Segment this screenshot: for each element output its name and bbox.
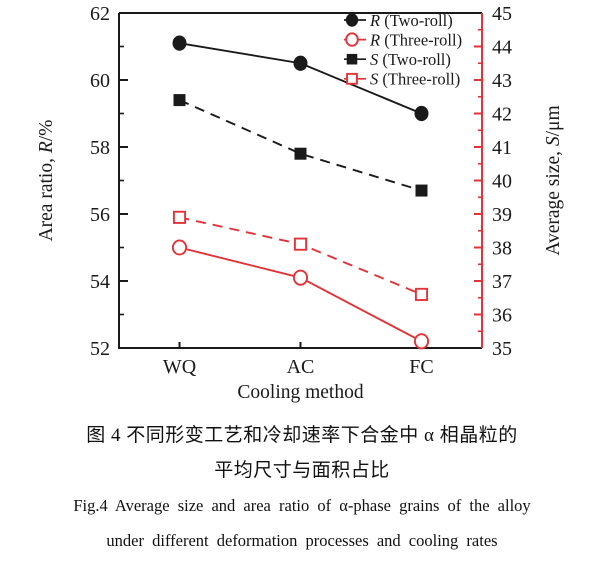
x-axis-title: Cooling method <box>237 382 363 403</box>
right-axis-tick-label: 38 <box>492 238 512 260</box>
caption-zh-line1: 图 4 不同形变工艺和冷却速率下合金中 α 相晶粒的 <box>86 425 518 446</box>
caption-en-line2: under different deformation processes an… <box>106 531 498 550</box>
legend-marker <box>346 72 358 85</box>
series-marker <box>293 55 308 71</box>
legend-label: S (Two-roll) <box>370 50 451 69</box>
right-axis-tick-label: 35 <box>492 338 512 360</box>
series-marker <box>173 94 186 107</box>
plot-frame <box>118 12 482 349</box>
series-marker <box>293 237 308 251</box>
left-axis-tick-label: 58 <box>90 137 110 159</box>
right-axis-tick-label: 40 <box>492 171 512 193</box>
right-axis-tick-label: 36 <box>492 305 512 327</box>
series-marker <box>171 239 188 256</box>
series-marker <box>172 35 187 51</box>
legend-marker <box>345 32 359 47</box>
right-axis-tick-label: 39 <box>492 204 512 226</box>
legend-marker <box>346 53 358 65</box>
series-marker <box>414 105 429 122</box>
right-axis-tick-label: 37 <box>492 271 512 293</box>
right-axis-tick-label: 44 <box>492 37 512 59</box>
right-axis-tick-label: 45 <box>492 3 512 25</box>
right-axis-tick-label: 41 <box>492 137 512 159</box>
series-marker <box>413 333 430 350</box>
series-line <box>179 246 422 343</box>
series-marker <box>294 147 307 160</box>
left-axis-title: Area ratio, R/% <box>36 120 57 242</box>
left-axis-tick-label: 52 <box>90 338 110 360</box>
caption-zh-line2: 平均尺寸与面积占比 <box>214 460 390 481</box>
left-axis-tick-label: 54 <box>90 271 110 293</box>
series-marker <box>415 184 428 197</box>
x-axis-tick-label: AC <box>287 356 315 378</box>
legend-label: R (Two-roll) <box>369 11 453 30</box>
left-axis-tick-label: 60 <box>90 70 110 92</box>
series-marker <box>292 269 309 286</box>
legend-label: R (Three-roll) <box>369 30 462 49</box>
series-line <box>179 99 422 192</box>
x-axis-tick-label: WQ <box>163 356 197 378</box>
series-marker <box>414 287 429 301</box>
legend-marker <box>345 13 359 27</box>
chart-svg: 52 54 56 58 60 62 35 36 37 38 39 40 41 42 43 44 45 WQ AC FC… <box>36 3 564 403</box>
left-axis-tick-label: 62 <box>90 3 110 25</box>
legend-label: S (Three-roll) <box>370 70 460 89</box>
x-axis-tick-label: FC <box>409 356 433 378</box>
right-axis-title: Average size, S/μm <box>543 105 564 255</box>
series-marker <box>172 210 187 224</box>
caption-en-line1: Fig.4 Average size and area ratio of α-p… <box>73 496 531 515</box>
right-axis-tick-label: 43 <box>492 70 512 92</box>
right-axis-tick-label: 42 <box>492 104 512 126</box>
left-axis-tick-label: 56 <box>90 204 110 226</box>
